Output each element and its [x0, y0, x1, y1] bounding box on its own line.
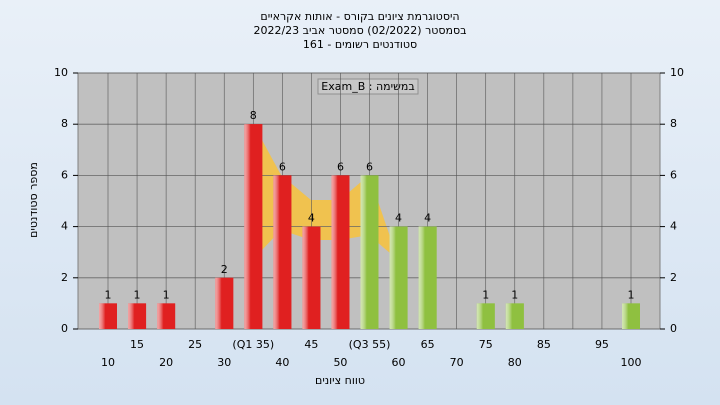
x-tick-label: (Q1 35)	[232, 338, 274, 351]
value-label: 6	[337, 160, 344, 173]
value-label: 6	[279, 160, 286, 173]
bar	[99, 303, 117, 329]
bar	[505, 303, 524, 329]
bar	[215, 277, 234, 329]
value-label: 2	[221, 263, 228, 276]
title-line: היסטוגרמת ציונים בקורס - אותות אקראיים	[260, 10, 459, 23]
y2-tick-label: 4	[670, 220, 677, 233]
x-tick-label: 15	[130, 338, 144, 351]
y-tick-label: 4	[61, 220, 68, 233]
annotation: במשימה : Exam_B	[321, 80, 414, 93]
bar	[157, 303, 176, 329]
y-tick-label: 8	[61, 117, 68, 130]
bar	[360, 175, 379, 329]
y-tick-label: 6	[61, 168, 68, 181]
x-tick-label: 70	[450, 356, 464, 369]
x-tick-label: (Q3 55)	[349, 338, 391, 351]
value-label: 1	[511, 288, 518, 301]
y2-tick-label: 10	[670, 66, 684, 79]
value-label: 8	[250, 109, 257, 122]
title-line: בסמסטר (02/2022) סמסטר אביב 2022/23	[253, 24, 466, 37]
x-axis-label: טווח ציונים	[315, 374, 365, 387]
bar	[622, 303, 640, 329]
bar	[128, 303, 147, 329]
bar	[476, 303, 495, 329]
y2-tick-label: 2	[670, 271, 677, 284]
x-tick-label: 85	[537, 338, 551, 351]
bar	[389, 226, 408, 329]
y-tick-label: 0	[61, 322, 68, 335]
x-tick-label: 40	[275, 356, 289, 369]
x-tick-label: 10	[101, 356, 115, 369]
bar	[302, 226, 321, 329]
value-label: 4	[395, 212, 402, 225]
y2-tick-label: 6	[670, 168, 677, 181]
y-tick-label: 10	[54, 66, 68, 79]
bar	[418, 226, 437, 329]
y-tick-label: 2	[61, 271, 68, 284]
title-line: סטודנטים רשומים - 161	[303, 38, 417, 51]
value-label: 1	[105, 288, 112, 301]
value-label: 4	[308, 212, 315, 225]
x-tick-label: 80	[508, 356, 522, 369]
x-tick-label: 30	[217, 356, 231, 369]
y2-tick-label: 0	[670, 322, 677, 335]
x-tick-label: 65	[421, 338, 435, 351]
x-tick-label: 60	[392, 356, 406, 369]
bar	[273, 175, 292, 329]
y2-tick-label: 8	[670, 117, 677, 130]
annotation-box	[317, 78, 419, 95]
value-label: 4	[424, 212, 431, 225]
bar	[331, 175, 350, 329]
x-tick-label: 100	[621, 356, 642, 369]
x-tick-label: 50	[333, 356, 347, 369]
x-tick-label: 95	[595, 338, 609, 351]
value-label: 6	[366, 160, 373, 173]
y-axis-label: מספר סטודנטים	[27, 162, 40, 238]
bar	[244, 124, 263, 329]
x-tick-label: 45	[304, 338, 318, 351]
value-label: 1	[163, 288, 170, 301]
x-tick-label: 25	[188, 338, 202, 351]
value-label: 1	[134, 288, 141, 301]
x-tick-label: 20	[159, 356, 173, 369]
value-label: 1	[482, 288, 489, 301]
value-label: 1	[628, 288, 635, 301]
x-tick-label: 75	[479, 338, 493, 351]
